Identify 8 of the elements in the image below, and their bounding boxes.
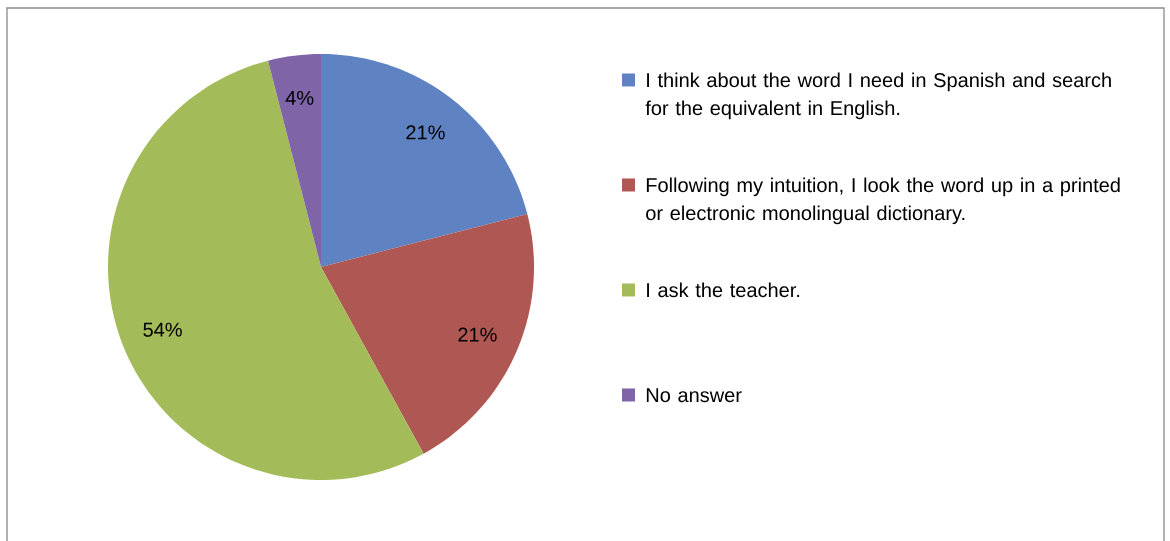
data-label: 54% xyxy=(143,322,182,337)
legend-label: I think about the word I need in Spanish and search for the equivalent in English. xyxy=(645,72,1111,120)
data-label: 21% xyxy=(406,125,445,140)
legend-label: Following my intuition, I look the word up in a printed or electronic monolingual dictionary. xyxy=(646,177,1120,225)
legend-label: No answer xyxy=(646,388,742,403)
data-label: 4% xyxy=(285,90,314,105)
legend-label: I ask the teacher. xyxy=(647,282,800,298)
data-label: 21% xyxy=(458,327,497,342)
